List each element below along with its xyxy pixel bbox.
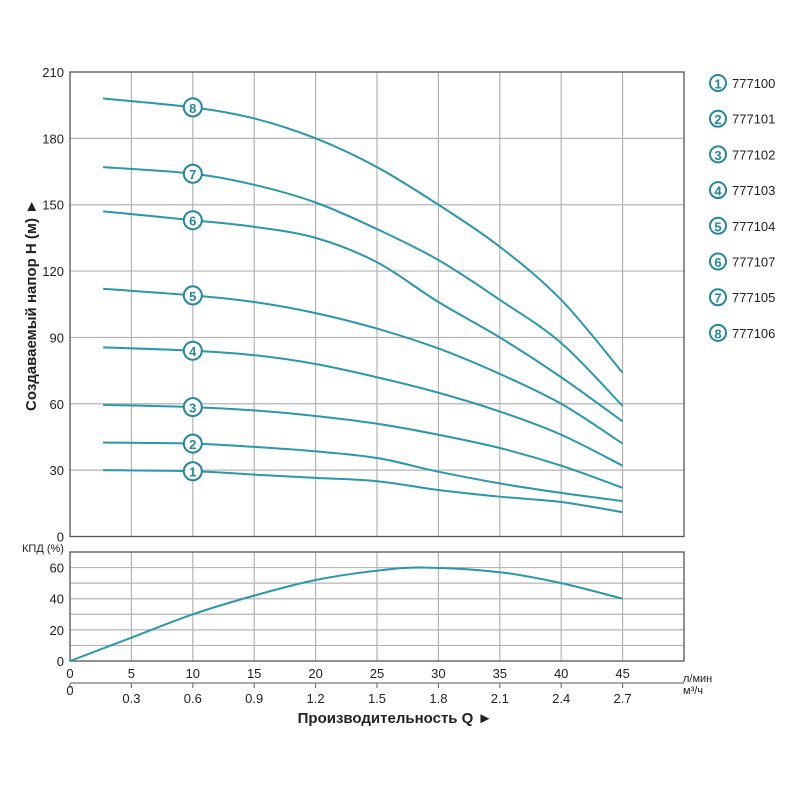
curve-marker-circle [182,461,203,482]
legend-marker-number: 2 [714,112,721,127]
head-curve-777106 [103,97,624,374]
x-tick-label-m3h: 2.1 [491,691,509,706]
legend-item-label: 777105 [732,290,775,305]
legend-marker-circle [709,74,727,92]
y-axis-title: Создаваемый напор H (м) ► [23,199,40,411]
x-tick-label-m3h: 2.7 [614,691,632,706]
x-tick-label-lmin: 15 [247,666,261,681]
y-tick-label: 150 [42,198,64,213]
x-tick-label-m3h: 1.2 [307,691,325,706]
x-tick-label-m3h: 2.4 [552,691,570,706]
x-tick-label-m3h: 0 [66,683,73,698]
curve-marker-circle [182,97,203,118]
legend-marker-circle [709,252,727,271]
head-curves: 1 2 3 4 5 6 7 8 [103,97,624,514]
head-plot-frame [69,71,685,538]
curve-marker-circle [182,433,203,454]
x-tick-label-m3h: 0.3 [122,691,140,706]
legend-marker-number: 4 [714,184,722,199]
head-curve-777105 [103,166,624,407]
efficiency-plot-frame [69,551,685,662]
head-curve-777102 [103,403,623,489]
curve-marker-number: 4 [189,344,197,359]
legend-item-label: 777100 [732,76,775,91]
curve-marker-number: 6 [189,214,196,229]
y-tick-label: 90 [50,330,64,345]
head-curve-777103 [103,346,624,467]
curve-marker-number: 7 [189,167,196,182]
legend-marker-circle [709,216,727,235]
y-tick-label: 180 [42,131,64,146]
efficiency-tick-label: 60 [50,561,64,576]
legend-marker-number: 6 [714,255,721,270]
curve-marker-circle [182,163,203,184]
efficiency-tick-label: 40 [50,592,64,607]
efficiency-axis-title: КПД (%) [22,543,64,555]
legend-marker-number: 1 [714,77,721,92]
y-tick-label: 210 [42,65,64,80]
legend-marker-number: 7 [714,291,721,306]
x-tick-label-lmin: 45 [615,666,629,681]
legend-item-label: 777106 [732,326,775,341]
x-tick-label-lmin: 20 [308,666,322,681]
curve-marker-circle [182,285,203,306]
efficiency-curve-group [69,566,623,662]
head-grid [69,71,685,538]
efficiency-tick-label: 20 [50,623,64,638]
y-tick-label: 0 [57,530,64,545]
x-unit-lmin: л/мин [683,673,712,685]
legend-marker-circle [709,288,727,307]
x-tick-label-lmin: 25 [370,666,384,681]
curve-marker-circle [182,210,203,231]
x-tick-label-m3h: 0.9 [245,691,263,706]
curve-marker-number: 3 [189,401,196,416]
curve-marker-circle [182,340,203,361]
x-tick-label-lmin: 40 [554,666,568,681]
efficiency-curve [69,566,623,662]
legend-item-label: 777101 [732,112,775,127]
legend-marker-circle [709,181,727,200]
curve-marker-number: 2 [189,437,196,452]
x-tick-label-lmin: 10 [186,666,200,681]
legend-marker-circle [709,109,727,128]
x-tick-label-lmin: 35 [493,666,507,681]
y-tick-label: 120 [42,264,64,279]
x-unit-m3h: м³/ч [683,685,703,697]
legend-item-label: 777103 [732,183,775,198]
x-tick-label-m3h: 1.5 [368,691,386,706]
efficiency-grid [69,551,685,662]
curve-marker-number: 1 [189,465,196,480]
legend-item-label: 777104 [732,219,775,234]
legend: 1 777100 2 777101 3 777102 4 777103 5 777104 6 7771… [709,74,775,342]
legend-marker-circle [709,145,727,164]
x-tick-label-m3h: 0.6 [184,691,202,706]
legend-item-label: 777107 [732,255,775,270]
curve-marker-number: 5 [189,289,196,304]
efficiency-tick-label: 0 [57,654,64,669]
x-tick-label-lmin: 0 [66,666,73,681]
legend-marker-circle [709,323,727,342]
curve-marker-circle [182,397,203,418]
x-axis-title: Производительность Q ► [298,710,493,727]
y-tick-label: 60 [50,397,64,412]
curve-marker-number: 8 [189,101,196,116]
y-tick-label: 30 [50,463,64,478]
legend-marker-number: 8 [714,326,721,341]
x-tick-label-m3h: 1.8 [429,691,447,706]
x-tick-label-lmin: 30 [431,666,445,681]
legend-item-label: 777102 [732,147,775,162]
legend-marker-number: 3 [714,148,721,163]
head-curve-777107 [103,210,624,423]
legend-marker-number: 5 [714,219,721,234]
x-tick-label-lmin: 5 [128,666,135,681]
head-curve-777104 [103,287,624,445]
